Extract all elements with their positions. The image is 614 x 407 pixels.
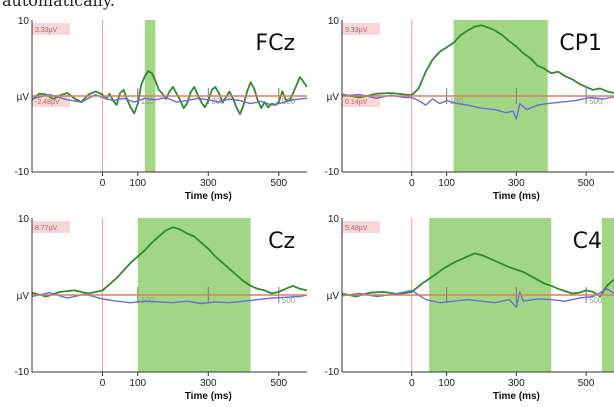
chart-panel-cz: 100 500 8.77µV 10 µV -10 0 100 300 500 Time (ms) Cz (15, 214, 307, 402)
value-readout-label: 0.14µV (345, 99, 368, 106)
x-tick-label: 300 (200, 178, 217, 189)
chart-panel-cp1: 100 500 9.33µV 0.14µV 10 µV -10 0 100 300 500 Time … (325, 16, 614, 202)
inner-tick-label: 500 (589, 97, 603, 106)
chart-title: CP1 (559, 31, 602, 56)
series-line-1 (341, 288, 614, 309)
value-readout-bg (32, 221, 70, 233)
value-readout-bg (32, 23, 70, 35)
value-readout-label: -2.48µV (35, 99, 60, 106)
value-readout-label: 8.77µV (35, 225, 58, 232)
value-readout-bg (342, 23, 380, 35)
x-tick-label: 500 (578, 178, 595, 189)
y-tick-label: 10 (328, 214, 340, 225)
y-tick-label: µV (17, 291, 30, 302)
value-readout-bg (342, 95, 380, 107)
value-readout-bg (342, 221, 380, 233)
x-tick-label: 300 (508, 378, 525, 389)
x-tick-label: 100 (438, 178, 455, 189)
y-tick-label: 10 (328, 16, 340, 27)
x-tick-label: 300 (508, 178, 525, 189)
x-tick-label: 300 (200, 378, 217, 389)
chart-title: FCz (255, 31, 295, 56)
inner-tick-label: 100 (141, 296, 155, 305)
top-text-fragment: automatically. (0, 0, 614, 12)
chart-title: C4 (573, 229, 602, 254)
top-text: automatically. (2, 0, 115, 10)
x-tick-label: 100 (438, 378, 455, 389)
value-readout-label: 5.48µV (345, 225, 368, 232)
x-tick-label: 0 (409, 378, 415, 389)
y-tick-label: -10 (325, 167, 340, 178)
inner-tick-label: 100 (141, 97, 155, 106)
inner-tick-label: 500 (589, 296, 603, 305)
x-tick-label: 500 (270, 178, 287, 189)
y-tick-label: -10 (15, 167, 30, 178)
x-tick-label: 500 (578, 378, 595, 389)
x-tick-label: 0 (100, 178, 106, 189)
x-tick-label: 0 (100, 378, 106, 389)
series-line-1 (31, 93, 307, 106)
series-line-0 (341, 24, 614, 99)
x-tick-label: 100 (129, 178, 146, 189)
x-tick-label: 500 (270, 378, 287, 389)
x-axis-label: Time (ms) (185, 191, 232, 202)
series-line-1 (341, 93, 614, 120)
x-tick-label: 100 (129, 378, 146, 389)
chart-panel-c4: 500 5.48µV 10 µV -10 0 100 300 500 Time (ms) C4 (325, 214, 614, 402)
x-axis-label: Time (ms) (185, 391, 232, 402)
x-axis-label: Time (ms) (493, 191, 540, 202)
y-tick-label: 10 (18, 16, 30, 27)
y-tick-label: -10 (15, 367, 30, 378)
inner-tick-label: 100 (450, 97, 464, 106)
x-tick-label: 0 (409, 178, 415, 189)
series-line-0 (31, 226, 307, 298)
y-tick-label: 10 (18, 214, 30, 225)
y-tick-label: µV (17, 92, 30, 103)
inner-tick-label: 500 (282, 296, 296, 305)
series-line-0 (341, 252, 614, 298)
y-tick-label: -10 (325, 367, 340, 378)
value-readout-label: 9.33µV (345, 27, 368, 34)
y-tick-label: µV (327, 92, 340, 103)
chart-title: Cz (268, 229, 295, 254)
y-tick-label: µV (327, 291, 340, 302)
x-axis-label: Time (ms) (493, 391, 540, 402)
value-readout-label: 3.33µV (35, 27, 58, 34)
